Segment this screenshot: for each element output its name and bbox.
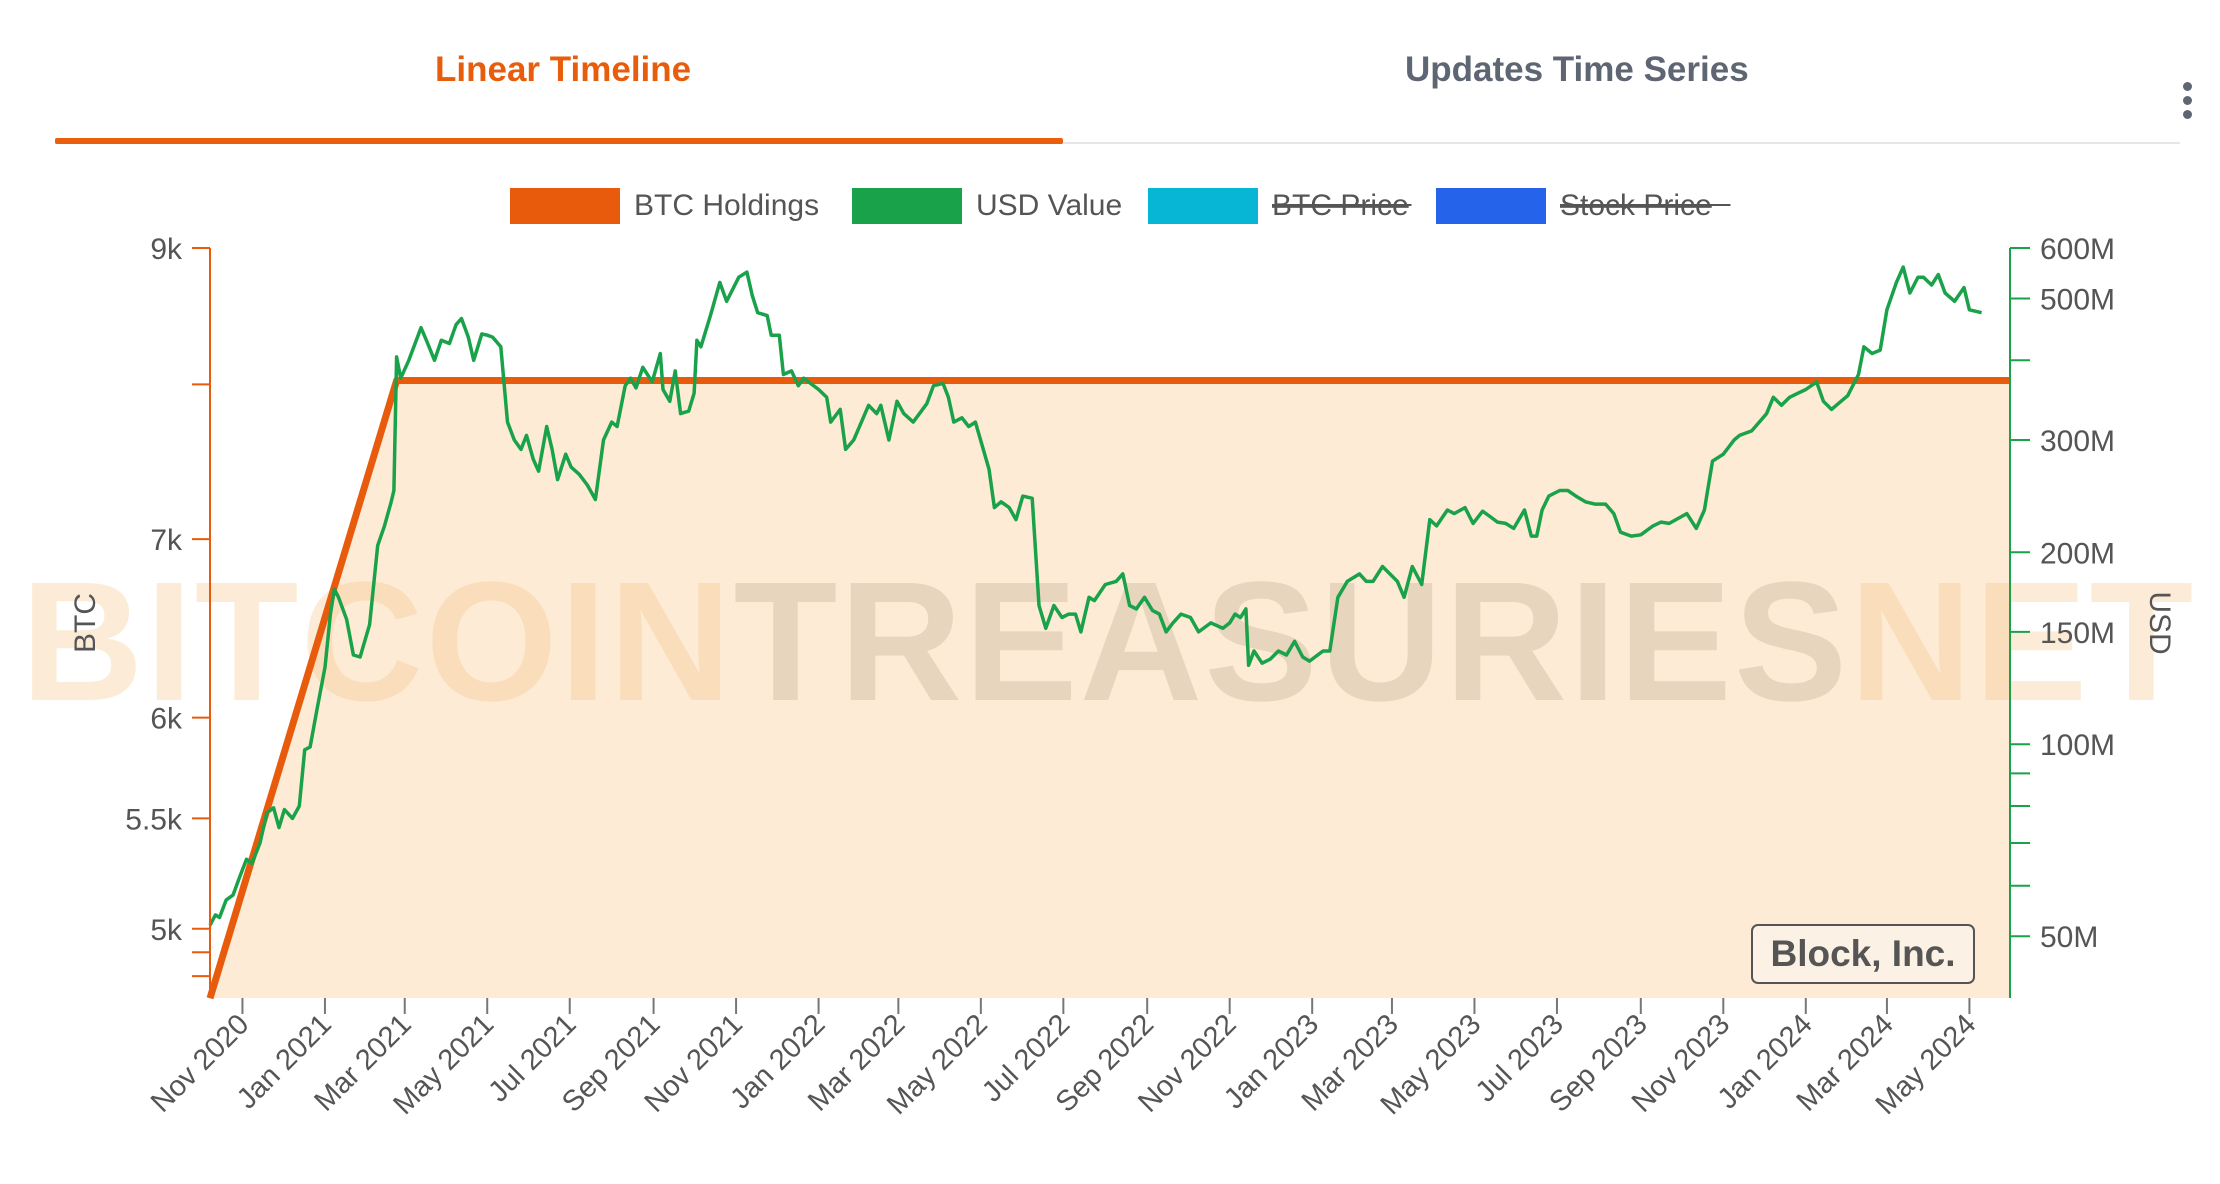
plot-area: BITCOINTREASURIESNET (21, 265, 2196, 1000)
left-tick-label: 9k (150, 233, 183, 266)
left-axis-title: BTC (69, 593, 102, 653)
usd-value-line (208, 265, 1983, 927)
tab-divider (55, 142, 2180, 144)
left-tick-label: 5k (150, 914, 183, 947)
watermark: BITCOINTREASURIESNET (21, 547, 2196, 737)
legend-label: BTC Holdings (634, 189, 819, 222)
more-vertical-icon[interactable] (2183, 82, 2193, 122)
legend-swatch (1148, 188, 1258, 224)
active-tab-indicator (55, 138, 1063, 144)
legend-swatch (1436, 188, 1546, 224)
company-label-box (1751, 924, 1975, 984)
tab-linear-timeline[interactable]: Linear Timeline (435, 50, 692, 89)
right-tick-label: 100M (2040, 729, 2115, 762)
left-tick-label: 5.5k (125, 803, 183, 836)
right-tick-label: 150M (2040, 617, 2115, 650)
right-axis-title: USD (2143, 591, 2176, 654)
x-tick-label: Nov 2020 (145, 1008, 255, 1118)
right-tick-label: 600M (2040, 233, 2115, 266)
legend-swatch (510, 188, 620, 224)
left-tick-label: 7k (150, 524, 183, 557)
tab-updates-time-series[interactable]: Updates Time Series (1405, 50, 1749, 89)
legend-label: USD Value (976, 189, 1122, 222)
chart-legend: BTC Holdings USD Value BTC Price Stock Pric… (510, 188, 1731, 224)
right-tick-label: 500M (2040, 283, 2115, 316)
legend-swatch (852, 188, 962, 224)
btc-holdings-area (210, 380, 2010, 999)
right-tick-label: 300M (2040, 425, 2115, 458)
company-label: Block, Inc. (1770, 933, 1955, 974)
tab-bar: Linear Timeline Updates Time Series (55, 30, 2192, 144)
left-tick-label: 6k (150, 703, 183, 736)
right-tick-label: 200M (2040, 537, 2115, 570)
right-tick-label: 50M (2040, 921, 2098, 954)
